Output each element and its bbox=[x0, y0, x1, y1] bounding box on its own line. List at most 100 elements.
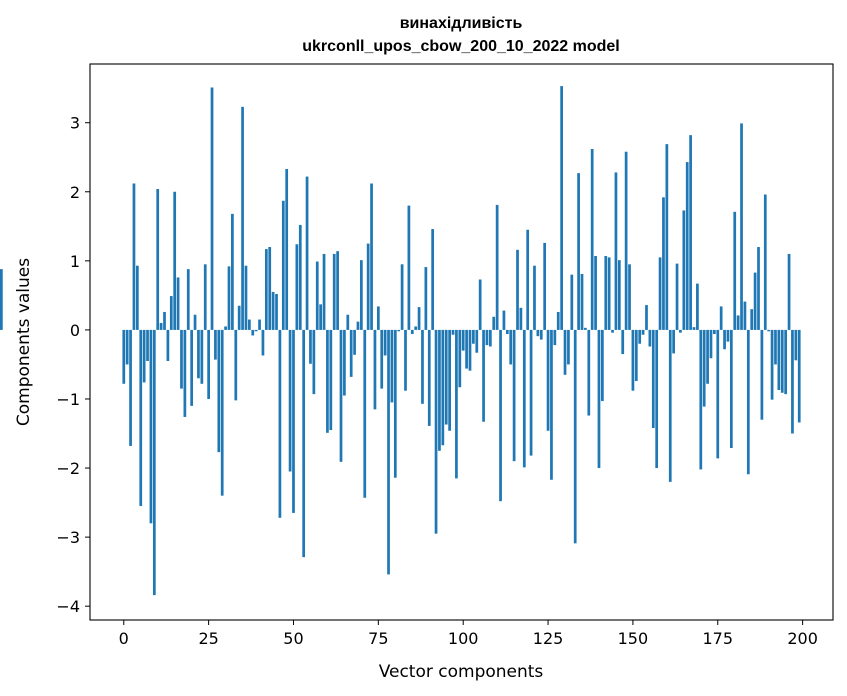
bar-72 bbox=[366, 243, 370, 330]
bar-13 bbox=[166, 329, 170, 361]
bar-194 bbox=[780, 329, 784, 393]
bar-106 bbox=[482, 329, 485, 422]
bar-161 bbox=[668, 329, 672, 482]
bar-52 bbox=[298, 224, 302, 330]
bar-185 bbox=[750, 309, 754, 330]
bar-49 bbox=[288, 329, 292, 472]
y-tick-label: 3 bbox=[70, 114, 80, 133]
bar-119 bbox=[526, 229, 530, 330]
bar-156 bbox=[651, 329, 655, 428]
bar-165 bbox=[682, 210, 686, 330]
bar-133 bbox=[573, 329, 577, 544]
bar-147 bbox=[621, 329, 625, 355]
bar-11 bbox=[159, 323, 163, 330]
bar-174 bbox=[713, 329, 716, 335]
bar-51 bbox=[295, 244, 299, 330]
bar-167 bbox=[689, 135, 692, 330]
bar-92 bbox=[434, 329, 438, 534]
bar-104 bbox=[475, 329, 479, 353]
bar-89 bbox=[424, 267, 428, 330]
bar-155 bbox=[648, 329, 652, 347]
bar-173 bbox=[709, 329, 713, 359]
bar-126 bbox=[550, 329, 553, 480]
bar-183 bbox=[743, 301, 747, 330]
bar-138 bbox=[590, 148, 594, 330]
bar-10 bbox=[156, 189, 160, 330]
bar-129 bbox=[560, 86, 563, 330]
bar-187 bbox=[757, 247, 760, 330]
bar-107 bbox=[485, 329, 489, 346]
bar-41 bbox=[261, 329, 265, 356]
bar-146 bbox=[617, 260, 621, 330]
bar-55 bbox=[309, 329, 312, 364]
bar-137 bbox=[587, 329, 591, 416]
bar-77 bbox=[383, 329, 387, 356]
bar-127 bbox=[553, 329, 557, 346]
bar-2 bbox=[129, 329, 132, 446]
bar-151 bbox=[634, 329, 638, 382]
bar-114 bbox=[509, 329, 513, 365]
bar-95 bbox=[444, 329, 448, 425]
bar-108 bbox=[488, 329, 492, 347]
bar-118 bbox=[522, 329, 526, 468]
bar-20 bbox=[190, 329, 194, 406]
bar-113 bbox=[505, 329, 509, 335]
bar-109 bbox=[492, 316, 496, 330]
x-tick-label: 175 bbox=[702, 629, 733, 648]
bar-116 bbox=[516, 249, 519, 330]
y-tick-label: −3 bbox=[56, 528, 80, 547]
bar-125 bbox=[546, 329, 550, 431]
bar-103 bbox=[472, 329, 475, 344]
bar-80 bbox=[393, 329, 397, 478]
bar-62 bbox=[332, 253, 336, 330]
bar-19 bbox=[186, 269, 190, 330]
bar-78 bbox=[387, 329, 390, 575]
bar-25 bbox=[207, 329, 210, 399]
bar-136 bbox=[584, 327, 587, 330]
bar-168 bbox=[692, 327, 696, 330]
bar-166 bbox=[685, 162, 689, 330]
bar-180 bbox=[733, 211, 737, 330]
bar-43 bbox=[268, 247, 272, 330]
bar-66 bbox=[346, 314, 350, 330]
bar-63 bbox=[336, 251, 339, 330]
bar-189 bbox=[763, 194, 767, 330]
bar-150 bbox=[631, 329, 635, 391]
bar-34 bbox=[237, 305, 241, 330]
x-axis-ticks: 0 25 50 75 100 125 150 175 200 bbox=[119, 620, 818, 648]
bar-179 bbox=[729, 329, 733, 449]
bar-159 bbox=[662, 197, 665, 330]
bar-22 bbox=[197, 329, 200, 379]
bar-110 bbox=[495, 204, 499, 330]
bar-170 bbox=[699, 329, 703, 470]
y-axis-ticks: −4 −3 −2 −1 0 1 2 3 bbox=[56, 114, 90, 616]
bar-61 bbox=[329, 329, 333, 431]
bar-48 bbox=[285, 168, 289, 330]
bar-191 bbox=[770, 329, 774, 400]
bar-12 bbox=[163, 311, 166, 330]
bar-164 bbox=[679, 329, 682, 333]
x-tick-label: 50 bbox=[283, 629, 303, 648]
plot-area-frame bbox=[89, 63, 834, 621]
bar-83 bbox=[404, 329, 407, 391]
x-tick-label: 75 bbox=[368, 629, 388, 648]
bar-4 bbox=[135, 265, 139, 330]
bar-6 bbox=[142, 329, 146, 383]
bar-130 bbox=[563, 329, 567, 375]
y-axis-label: Components values bbox=[14, 258, 34, 426]
bar-101 bbox=[465, 329, 468, 369]
bar-192 bbox=[774, 329, 777, 365]
bar-157 bbox=[655, 329, 659, 469]
bar-16 bbox=[176, 277, 180, 330]
bar-9 bbox=[152, 329, 156, 596]
bar-37 bbox=[248, 319, 251, 330]
bar-184 bbox=[746, 329, 750, 475]
bar-14 bbox=[169, 296, 173, 330]
bar-87 bbox=[417, 307, 421, 330]
bar-178 bbox=[726, 329, 730, 342]
bar-28 bbox=[217, 329, 221, 453]
bar-5 bbox=[139, 329, 143, 507]
bar-186 bbox=[753, 272, 757, 330]
x-tick-label: 150 bbox=[618, 629, 649, 648]
